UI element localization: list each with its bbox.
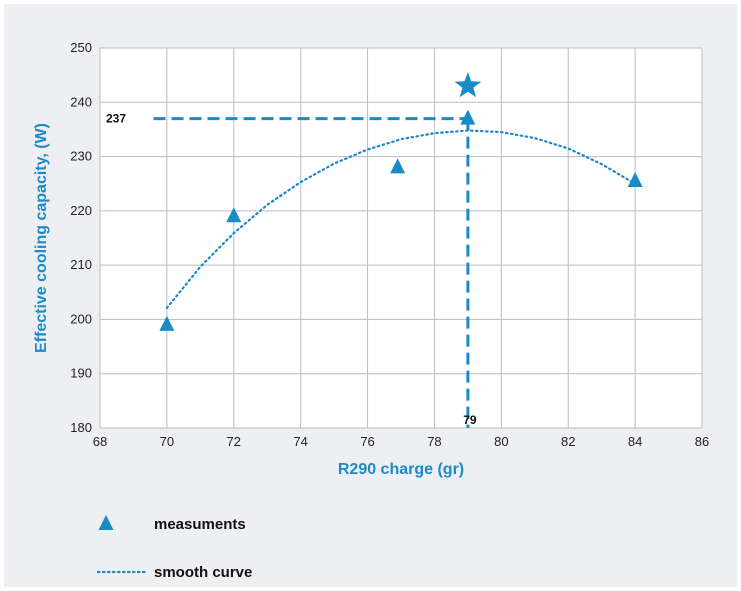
x-tick-label: 86 — [695, 434, 709, 449]
tick-labels: 68 70 72 74 76 78 80 82 84 86 180 190 200 210 220 230 24… — [70, 40, 709, 449]
x-tick-label: 80 — [494, 434, 508, 449]
grid — [99, 47, 703, 429]
x-tick-label: 78 — [427, 434, 441, 449]
y-tick-label: 250 — [70, 40, 92, 55]
x-tick-label: 70 — [160, 434, 174, 449]
optimum-star — [454, 72, 482, 98]
chart-svg: 68 70 72 74 76 78 80 82 84 86 180 190 200 210 220 230 24… — [33, 40, 709, 581]
measurement-triangle — [226, 207, 242, 223]
legend-label-smooth-curve: smooth curve — [154, 564, 252, 581]
x-tick-label: 74 — [293, 434, 307, 449]
x-tick-label: 82 — [561, 434, 575, 449]
measurement-triangle — [460, 109, 476, 125]
reference-label-x: 79 — [463, 413, 477, 427]
x-tick-label: 76 — [360, 434, 374, 449]
smooth-curve — [165, 129, 637, 310]
legend-triangle-marker — [98, 515, 114, 530]
reference-lines: 237 79 — [106, 112, 477, 428]
smooth-curve-layer — [165, 129, 637, 310]
x-tick-label: 72 — [227, 434, 241, 449]
legend-label-measurements: measuments — [154, 516, 246, 533]
y-tick-label: 200 — [70, 311, 92, 326]
y-axis-title: Effective cooling capacity, (W) — [33, 123, 50, 353]
y-tick-label: 180 — [70, 420, 92, 435]
legend: measuments smooth curve — [96, 515, 252, 581]
y-tick-label: 230 — [70, 149, 92, 164]
measurement-triangle — [159, 315, 175, 331]
y-tick-label: 190 — [70, 366, 92, 381]
measurement-triangle — [390, 158, 406, 174]
reference-label-y: 237 — [106, 112, 126, 126]
x-tick-label: 84 — [628, 434, 642, 449]
measurement-points — [159, 72, 643, 331]
x-axis-title: R290 charge (gr) — [338, 461, 464, 478]
plot-area — [100, 48, 702, 428]
y-tick-label: 240 — [70, 94, 92, 109]
chart-frame: 68 70 72 74 76 78 80 82 84 86 180 190 200 210 220 230 24… — [4, 4, 737, 587]
y-tick-label: 220 — [70, 203, 92, 218]
y-tick-label: 210 — [70, 257, 92, 272]
x-tick-label: 68 — [93, 434, 107, 449]
measurement-triangle — [627, 172, 643, 187]
